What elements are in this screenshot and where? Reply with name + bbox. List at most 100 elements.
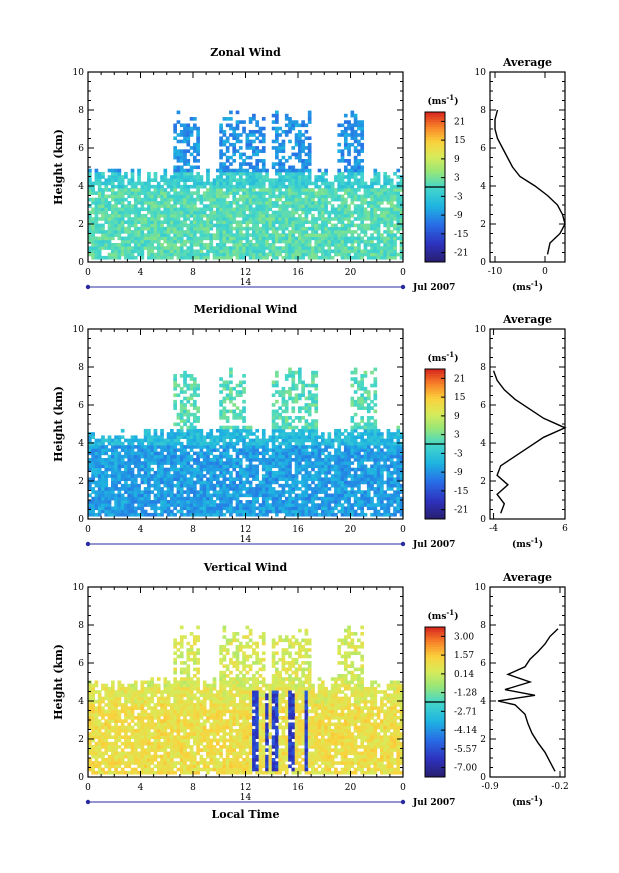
heatmap-cell [120, 220, 125, 225]
heatmap-cell [343, 142, 348, 147]
heatmap-cell [232, 191, 237, 195]
heatmap-cell [183, 445, 187, 449]
heatmap-cell [383, 217, 387, 221]
heatmap-cell [183, 451, 187, 456]
heatmap-cell [245, 207, 250, 212]
heatmap-cell [294, 194, 299, 199]
heatmap-cell [265, 506, 269, 511]
heatmap-cell [163, 178, 168, 183]
heatmap-cell [298, 168, 302, 173]
heatmap-cell [248, 483, 253, 488]
heatmap-cell [183, 210, 187, 215]
heatmap-cell [127, 454, 132, 459]
heatmap-cell [166, 438, 171, 443]
heatmap-cell [173, 126, 177, 131]
heatmap-cell [235, 126, 240, 131]
heatmap-cell [179, 226, 184, 231]
heatmap-cell [261, 139, 266, 144]
heatmap-cell [301, 165, 305, 170]
heatmap-cell [343, 243, 348, 247]
heatmap-cell [317, 454, 322, 459]
heatmap-cell [229, 123, 233, 128]
heatmap-cell [166, 226, 171, 231]
heatmap-cell [235, 255, 240, 260]
heatmap-cell [301, 496, 305, 501]
heatmap-cell [337, 483, 342, 488]
heatmap-cell [222, 493, 227, 498]
heatmap-cell [196, 409, 200, 414]
heatmap-cell [347, 480, 351, 485]
heatmap-cell [101, 458, 105, 462]
heatmap-cell [357, 139, 361, 144]
heatmap-cell [183, 171, 187, 176]
heatmap-cell [186, 438, 191, 443]
heatmap-cell [291, 406, 296, 410]
heatmap-cell [298, 480, 302, 485]
heatmap-cell [183, 188, 187, 192]
heatmap-cell [238, 188, 243, 192]
heatmap-cell [320, 487, 325, 491]
heatmap-cell [88, 461, 92, 465]
heatmap-cell [265, 487, 269, 491]
heatmap-cell [147, 239, 151, 244]
heatmap-cell [196, 149, 200, 153]
heatmap-cell [252, 432, 256, 436]
heatmap-cell [389, 217, 394, 221]
heatmap-cell [294, 393, 299, 398]
heatmap-cell [166, 441, 171, 446]
heatmap-cell [275, 412, 279, 417]
heatmap-cell [222, 252, 227, 257]
heatmap-cell [170, 454, 174, 459]
heatmap-cell [373, 236, 378, 241]
heatmap-cell [130, 233, 135, 237]
heatmap-cell [173, 204, 177, 208]
heatmap-cell [179, 480, 184, 485]
heatmap-cell [215, 178, 220, 183]
heatmap-cell [360, 149, 365, 153]
heatmap-cell [199, 220, 204, 225]
heatmap-cell [199, 233, 204, 237]
heatmap-cell [163, 233, 168, 237]
heatmap-cell [314, 233, 319, 237]
heatmap-cell [170, 220, 174, 225]
colorbar-swatch [425, 127, 445, 130]
heatmap-cell [281, 490, 286, 494]
heatmap-cell [298, 223, 302, 228]
heatmap-cell [91, 236, 95, 241]
heatmap-cell [320, 477, 325, 482]
heatmap-cell [275, 509, 279, 514]
heatmap-cell [337, 230, 342, 234]
heatmap-cell [133, 239, 138, 244]
heatmap-cell [376, 217, 381, 221]
heatmap-cell [343, 184, 348, 189]
heatmap-cell [235, 133, 240, 137]
heatmap-cell [268, 509, 273, 514]
heatmap-cell [215, 197, 220, 202]
heatmap-cell [176, 236, 181, 241]
heatmap-cell [389, 194, 394, 199]
heatmap-cell [268, 184, 273, 189]
heatmap-cell [143, 512, 148, 517]
heatmap-cell [350, 246, 355, 250]
heatmap-cell [235, 243, 240, 247]
heatmap-cell [173, 435, 177, 440]
heatmap-cell [189, 425, 194, 430]
heatmap-cell [314, 496, 319, 501]
heatmap-cell [376, 194, 381, 199]
heatmap-cell [173, 146, 177, 150]
heatmap-cell [176, 487, 181, 491]
heatmap-cell [281, 477, 286, 482]
heatmap-cell [281, 386, 286, 391]
heatmap-cell [248, 243, 253, 247]
heatmap-cell [101, 451, 105, 456]
heatmap-cell [189, 445, 194, 449]
heatmap-cell [298, 448, 302, 452]
heatmap-cell [173, 149, 177, 153]
heatmap-cell [193, 142, 197, 147]
heatmap-cell [104, 509, 109, 514]
heatmap-cell [104, 438, 109, 443]
heatmap-cell [173, 152, 177, 157]
heatmap-cell [196, 129, 200, 134]
heatmap-cell [173, 249, 177, 254]
heatmap-cell [291, 152, 296, 157]
